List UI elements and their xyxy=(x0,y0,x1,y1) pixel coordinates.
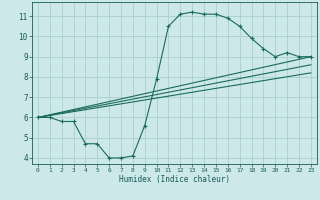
X-axis label: Humidex (Indice chaleur): Humidex (Indice chaleur) xyxy=(119,175,230,184)
